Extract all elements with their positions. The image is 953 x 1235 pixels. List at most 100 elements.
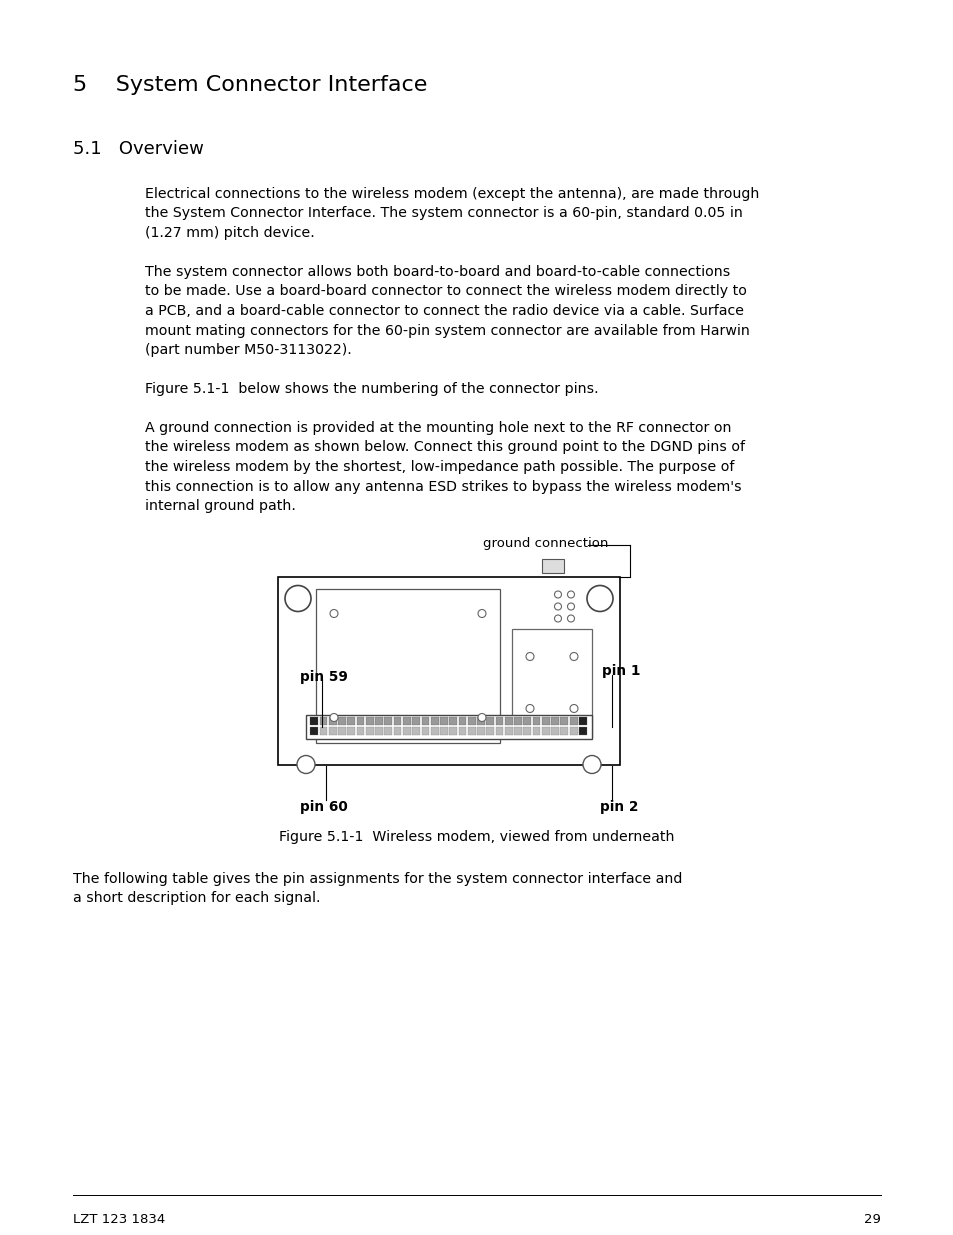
Bar xyxy=(486,716,494,725)
Bar xyxy=(375,716,382,725)
Bar xyxy=(551,716,558,725)
Bar xyxy=(476,726,484,735)
Bar xyxy=(356,726,364,735)
Bar xyxy=(578,726,586,735)
Bar xyxy=(449,726,456,735)
Circle shape xyxy=(567,592,574,598)
Bar xyxy=(394,726,401,735)
Bar xyxy=(310,726,317,735)
Bar xyxy=(458,726,466,735)
Text: Figure 5.1-1  below shows the numbering of the connector pins.: Figure 5.1-1 below shows the numbering o… xyxy=(145,382,598,396)
Bar xyxy=(496,716,503,725)
Bar xyxy=(347,716,355,725)
Bar xyxy=(541,558,563,573)
Bar xyxy=(337,716,346,725)
Text: Electrical connections to the wireless modem (except the antenna), are made thro: Electrical connections to the wireless m… xyxy=(145,186,759,201)
Circle shape xyxy=(554,603,561,610)
Bar xyxy=(523,716,531,725)
Circle shape xyxy=(330,714,337,721)
Text: a short description for each signal.: a short description for each signal. xyxy=(73,890,320,905)
Text: pin 2: pin 2 xyxy=(599,799,638,814)
Bar xyxy=(402,716,411,725)
Bar xyxy=(476,716,484,725)
Bar xyxy=(569,716,577,725)
Bar xyxy=(560,716,568,725)
Text: a PCB, and a board-cable connector to connect the radio device via a cable. Surf: a PCB, and a board-cable connector to co… xyxy=(145,304,743,317)
Text: pin 60: pin 60 xyxy=(299,799,348,814)
Text: (part number M50-3113022).: (part number M50-3113022). xyxy=(145,343,352,357)
Text: Figure 5.1-1  Wireless modem, viewed from underneath: Figure 5.1-1 Wireless modem, viewed from… xyxy=(279,830,674,844)
Text: the wireless modem as shown below. Connect this ground point to the DGND pins of: the wireless modem as shown below. Conne… xyxy=(145,441,744,454)
Bar xyxy=(560,726,568,735)
Circle shape xyxy=(569,704,578,713)
Text: 5    System Connector Interface: 5 System Connector Interface xyxy=(73,75,427,95)
Circle shape xyxy=(330,610,337,618)
Bar xyxy=(394,716,401,725)
Bar xyxy=(541,716,549,725)
Bar xyxy=(551,726,558,735)
Bar xyxy=(412,716,419,725)
Circle shape xyxy=(285,585,311,611)
Text: 29: 29 xyxy=(863,1213,880,1226)
Bar xyxy=(366,726,374,735)
Bar xyxy=(541,726,549,735)
Text: A ground connection is provided at the mounting hole next to the RF connector on: A ground connection is provided at the m… xyxy=(145,421,731,435)
Text: mount mating connectors for the 60-pin system connector are available from Harwi: mount mating connectors for the 60-pin s… xyxy=(145,324,749,337)
Bar xyxy=(329,716,336,725)
Bar xyxy=(569,726,577,735)
Bar xyxy=(306,715,592,739)
Bar xyxy=(467,726,476,735)
Circle shape xyxy=(477,714,485,721)
Bar xyxy=(384,716,392,725)
Bar xyxy=(277,577,619,764)
Bar xyxy=(504,716,512,725)
Bar xyxy=(402,726,411,735)
Text: The following table gives the pin assignments for the system connector interface: The following table gives the pin assign… xyxy=(73,872,681,885)
Circle shape xyxy=(567,603,574,610)
Circle shape xyxy=(554,592,561,598)
Bar xyxy=(578,716,586,725)
Text: ground connection: ground connection xyxy=(482,536,608,550)
Circle shape xyxy=(586,585,613,611)
Circle shape xyxy=(477,610,485,618)
Bar xyxy=(431,726,438,735)
Bar xyxy=(486,726,494,735)
Bar xyxy=(458,716,466,725)
Bar xyxy=(421,716,429,725)
Circle shape xyxy=(525,652,534,661)
Bar xyxy=(319,726,327,735)
Text: the System Connector Interface. The system connector is a 60-pin, standard 0.05 : the System Connector Interface. The syst… xyxy=(145,206,742,221)
Bar xyxy=(467,716,476,725)
Circle shape xyxy=(296,756,314,773)
Bar xyxy=(523,726,531,735)
Text: the wireless modem by the shortest, low-impedance path possible. The purpose of: the wireless modem by the shortest, low-… xyxy=(145,459,734,474)
Text: pin 59: pin 59 xyxy=(299,669,348,683)
Text: pin 1: pin 1 xyxy=(601,664,639,678)
Bar xyxy=(384,726,392,735)
Bar xyxy=(310,716,317,725)
Bar xyxy=(449,716,456,725)
Bar xyxy=(514,726,521,735)
Text: The system connector allows both board-to-board and board-to-cable connections: The system connector allows both board-t… xyxy=(145,266,729,279)
Text: 5.1   Overview: 5.1 Overview xyxy=(73,140,204,158)
Circle shape xyxy=(582,756,600,773)
Bar xyxy=(496,726,503,735)
Bar xyxy=(319,716,327,725)
Circle shape xyxy=(554,615,561,622)
Text: this connection is to allow any antenna ESD strikes to bypass the wireless modem: this connection is to allow any antenna … xyxy=(145,479,740,494)
Bar xyxy=(315,589,499,742)
Text: internal ground path.: internal ground path. xyxy=(145,499,295,513)
Bar xyxy=(439,716,447,725)
Bar xyxy=(532,716,540,725)
Bar xyxy=(356,716,364,725)
Bar xyxy=(431,716,438,725)
Bar xyxy=(412,726,419,735)
Text: to be made. Use a board-board connector to connect the wireless modem directly t: to be made. Use a board-board connector … xyxy=(145,284,746,299)
Circle shape xyxy=(569,652,578,661)
Bar xyxy=(512,629,592,736)
Bar xyxy=(337,726,346,735)
Bar xyxy=(514,716,521,725)
Circle shape xyxy=(525,704,534,713)
Bar xyxy=(347,726,355,735)
Circle shape xyxy=(567,615,574,622)
